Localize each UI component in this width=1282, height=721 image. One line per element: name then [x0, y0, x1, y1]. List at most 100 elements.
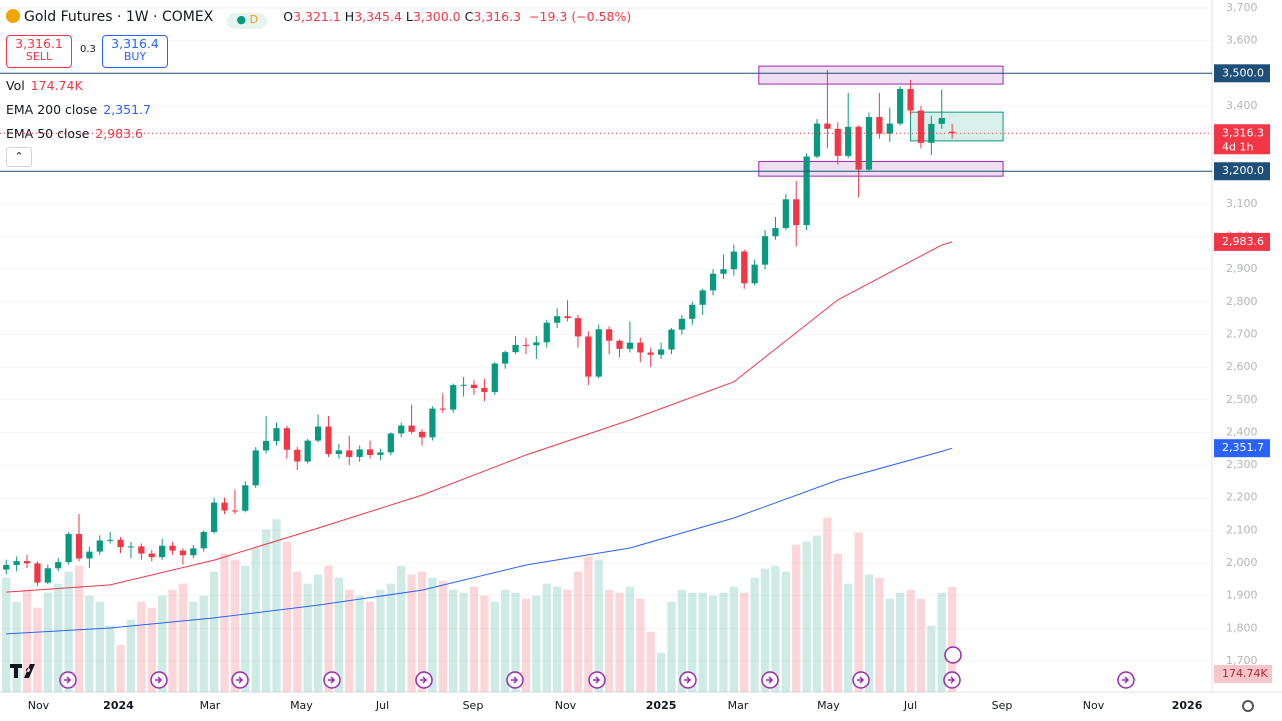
candle-body [65, 533, 72, 563]
candle-body [689, 304, 696, 319]
candle-body [252, 450, 259, 486]
volume-bar [677, 589, 687, 692]
volume-bar [365, 601, 375, 692]
volume-bar [947, 586, 957, 692]
symbol-title: Gold Futures · 1W · COMEX [23, 9, 214, 25]
volume-bar [168, 589, 177, 692]
buy-button[interactable]: 3,316.4 BUY [102, 35, 168, 68]
last-price-tag [1214, 124, 1270, 155]
volume-bar [750, 577, 759, 692]
ema-line [6, 241, 953, 593]
collapse-button[interactable]: ⌃ [6, 147, 32, 167]
sell-button[interactable]: 3,316.1 SELL [6, 35, 72, 68]
candle-body [772, 228, 779, 237]
candle-body [626, 342, 634, 349]
candle-body [761, 236, 769, 265]
y-tick-label: 2,100 [1226, 523, 1258, 536]
candle-body [865, 117, 873, 170]
indicator-value: 2,351.7 [103, 102, 151, 117]
volume-bar [625, 586, 635, 692]
x-tick-label: Sep [992, 699, 1013, 712]
candle-body [200, 532, 207, 549]
volume-bar [896, 592, 905, 692]
volume-bar [864, 574, 874, 692]
volume-bar [345, 589, 354, 692]
ohlc-value: 3,300.0 [412, 9, 461, 24]
volume-bar [760, 568, 770, 692]
candle-body [75, 533, 83, 559]
event-arrow [155, 676, 163, 684]
indicator-row[interactable]: EMA 200 close 2,351.7 [6, 102, 151, 117]
level-label: 3,500.0 [1222, 66, 1264, 79]
level-label: 3,200.0 [1222, 164, 1264, 177]
volume-bar [740, 592, 749, 692]
x-tick-label: Nov [555, 699, 577, 712]
candle-body [117, 539, 124, 548]
volume-bar [126, 619, 136, 692]
volume-bar [584, 556, 593, 692]
ohlc-key: C [464, 9, 474, 24]
volume-bar [438, 580, 447, 692]
candle-body [917, 110, 925, 143]
indicator-row[interactable]: EMA 50 close 2,983.6 [6, 126, 143, 141]
indicator-name: EMA 50 close [6, 126, 90, 141]
indicator-value: 2,983.6 [95, 126, 144, 141]
candle-body [304, 440, 311, 462]
x-tick-label: May [817, 699, 840, 712]
ohlc: O3,321.1 H3,345.4 L3,300.0 C3,316.3 [283, 9, 525, 24]
volume-bar [937, 592, 946, 692]
event-marker[interactable] [944, 646, 962, 664]
volume-bar [594, 559, 603, 692]
y-tick-label: 2,000 [1226, 556, 1258, 569]
candle-body [211, 502, 218, 533]
x-tick-label: Sep [463, 699, 484, 712]
volume-bar [22, 589, 32, 692]
candle-body [855, 126, 862, 170]
volume-bar [64, 571, 73, 692]
volume-bar [386, 583, 395, 692]
candle-body [325, 426, 332, 454]
x-tick-label: 2025 [646, 699, 677, 712]
volume-bar [844, 583, 853, 692]
legend-title-row: Gold Futures · 1W · COMEX ● D O3,321.1 H3… [6, 9, 631, 29]
candle-body [221, 502, 228, 511]
volume-bar [781, 571, 790, 692]
volume-bar [771, 565, 780, 692]
candle-body [314, 426, 322, 441]
volume-bar [636, 598, 645, 692]
volume-bar [417, 571, 427, 692]
volume-bar [272, 519, 281, 692]
volume-bar [656, 652, 666, 692]
candle-body [169, 545, 176, 551]
volume-bar [334, 577, 344, 692]
y-tick-label: 2,300 [1226, 458, 1258, 471]
indicator-name: EMA 200 close [6, 102, 98, 117]
candle-body [398, 425, 405, 434]
volume-bar [916, 598, 926, 692]
candle-body [3, 564, 10, 570]
volume-bar [2, 577, 11, 692]
candle-body [408, 425, 415, 432]
candle-body [179, 550, 187, 556]
candle-body [346, 450, 353, 457]
settings-icon[interactable] [1242, 700, 1254, 712]
market-badge[interactable]: ● D [227, 13, 268, 29]
candle-body [439, 408, 446, 410]
volume-bar [875, 577, 884, 692]
volume-bar [812, 535, 822, 692]
indicator-row[interactable]: Vol 174.74K [6, 78, 83, 93]
volume-bar [449, 589, 458, 692]
y-tick-label: 1,700 [1226, 654, 1258, 667]
candle-body [366, 449, 374, 455]
candle-body [554, 316, 561, 323]
volume-bar [719, 592, 728, 692]
y-tick-label: 2,500 [1226, 393, 1258, 406]
volume-bar [376, 589, 385, 692]
volume-bar [261, 529, 271, 692]
candle-body [159, 545, 166, 558]
candle-body [460, 384, 467, 386]
candle-body [294, 449, 301, 462]
candle-body [845, 126, 852, 156]
candle-body [741, 251, 748, 284]
candle-body [377, 452, 384, 455]
